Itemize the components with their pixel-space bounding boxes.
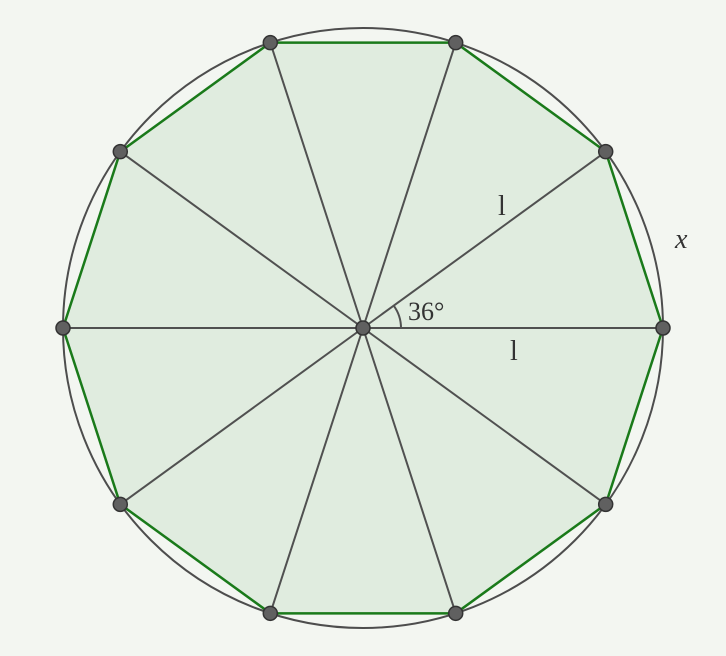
vertex-dot [449, 36, 463, 50]
vertex-dot [599, 145, 613, 159]
vertex-dot [263, 606, 277, 620]
vertex-dot [449, 606, 463, 620]
vertex-dot [56, 321, 70, 335]
vertex-dot [599, 497, 613, 511]
vertex-dot [113, 145, 127, 159]
vertex-dot [656, 321, 670, 335]
radius-label-right: l [510, 336, 518, 367]
center-dot [356, 321, 370, 335]
radius-label-top: l [498, 191, 506, 222]
vertex-dot [113, 497, 127, 511]
decagon-diagram: 36° l l x [0, 0, 726, 656]
side-label-x: x [674, 224, 688, 255]
vertex-dot [263, 36, 277, 50]
angle-label: 36° [408, 297, 444, 326]
